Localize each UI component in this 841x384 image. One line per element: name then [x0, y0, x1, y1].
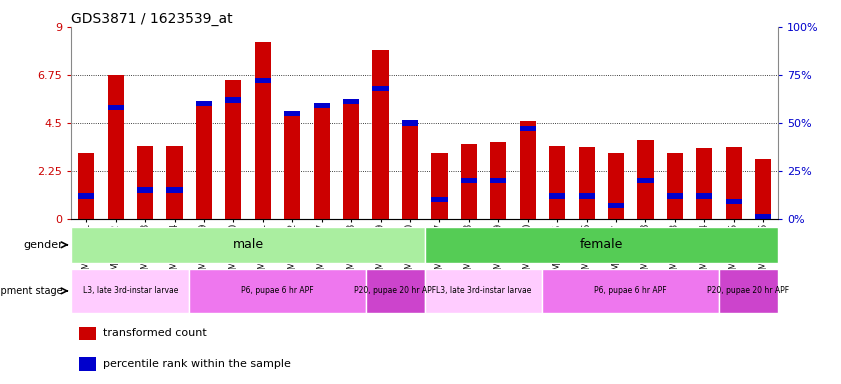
Bar	[431, 197, 447, 202]
Text: GDS3871 / 1623539_at: GDS3871 / 1623539_at	[71, 12, 233, 26]
Bar	[425, 269, 542, 313]
Bar	[667, 193, 683, 199]
Bar	[637, 178, 653, 183]
Bar	[402, 120, 418, 126]
Bar	[225, 97, 241, 103]
Bar	[726, 147, 742, 219]
Bar	[402, 121, 418, 219]
Bar	[579, 193, 595, 199]
Bar	[137, 146, 153, 219]
Bar	[755, 214, 771, 220]
Text: L3, late 3rd-instar larvae: L3, late 3rd-instar larvae	[436, 286, 532, 295]
Bar	[696, 149, 712, 219]
Bar	[373, 50, 389, 219]
Bar	[78, 327, 96, 340]
Bar	[431, 153, 447, 219]
Bar	[520, 121, 536, 219]
Bar	[255, 78, 271, 83]
Bar	[284, 112, 300, 219]
Bar	[755, 159, 771, 219]
Text: percentile rank within the sample: percentile rank within the sample	[103, 359, 291, 369]
Text: female: female	[579, 238, 623, 251]
Bar	[284, 111, 300, 116]
Text: P6, pupae 6 hr APF: P6, pupae 6 hr APF	[595, 286, 667, 295]
Bar	[343, 99, 359, 104]
Bar	[549, 146, 565, 219]
Bar	[637, 140, 653, 219]
Bar	[366, 269, 425, 313]
Bar	[255, 42, 271, 219]
Bar	[78, 358, 96, 371]
Bar	[108, 75, 124, 219]
Text: P20, pupae 20 hr APF: P20, pupae 20 hr APF	[707, 286, 790, 295]
Bar	[78, 153, 94, 219]
Text: gender: gender	[23, 240, 62, 250]
Bar	[490, 178, 506, 183]
Text: P6, pupae 6 hr APF: P6, pupae 6 hr APF	[241, 286, 314, 295]
Bar	[78, 193, 94, 199]
Bar	[196, 101, 212, 106]
Text: L3, late 3rd-instar larvae: L3, late 3rd-instar larvae	[82, 286, 178, 295]
Bar	[225, 80, 241, 219]
Bar	[71, 269, 189, 313]
Bar	[71, 227, 425, 263]
Text: P20, pupae 20 hr APF: P20, pupae 20 hr APF	[354, 286, 436, 295]
Bar	[667, 153, 683, 219]
Bar	[137, 187, 153, 193]
Text: male: male	[232, 238, 264, 251]
Bar	[314, 104, 330, 219]
Bar	[314, 103, 330, 108]
Bar	[542, 269, 719, 313]
Bar	[189, 269, 366, 313]
Bar	[343, 104, 359, 219]
Bar	[461, 144, 477, 219]
Bar	[196, 101, 212, 219]
Bar	[726, 199, 742, 204]
Bar	[549, 193, 565, 199]
Bar	[579, 147, 595, 219]
Bar	[461, 178, 477, 183]
Bar	[719, 269, 778, 313]
Bar	[108, 105, 124, 110]
Text: development stage: development stage	[0, 286, 62, 296]
Bar	[373, 86, 389, 91]
Bar	[167, 187, 182, 193]
Bar	[608, 203, 624, 208]
Bar	[696, 193, 712, 199]
Bar	[490, 142, 506, 219]
Bar	[520, 126, 536, 131]
Text: transformed count: transformed count	[103, 328, 207, 338]
Bar	[425, 227, 778, 263]
Bar	[167, 146, 182, 219]
Bar	[608, 153, 624, 219]
